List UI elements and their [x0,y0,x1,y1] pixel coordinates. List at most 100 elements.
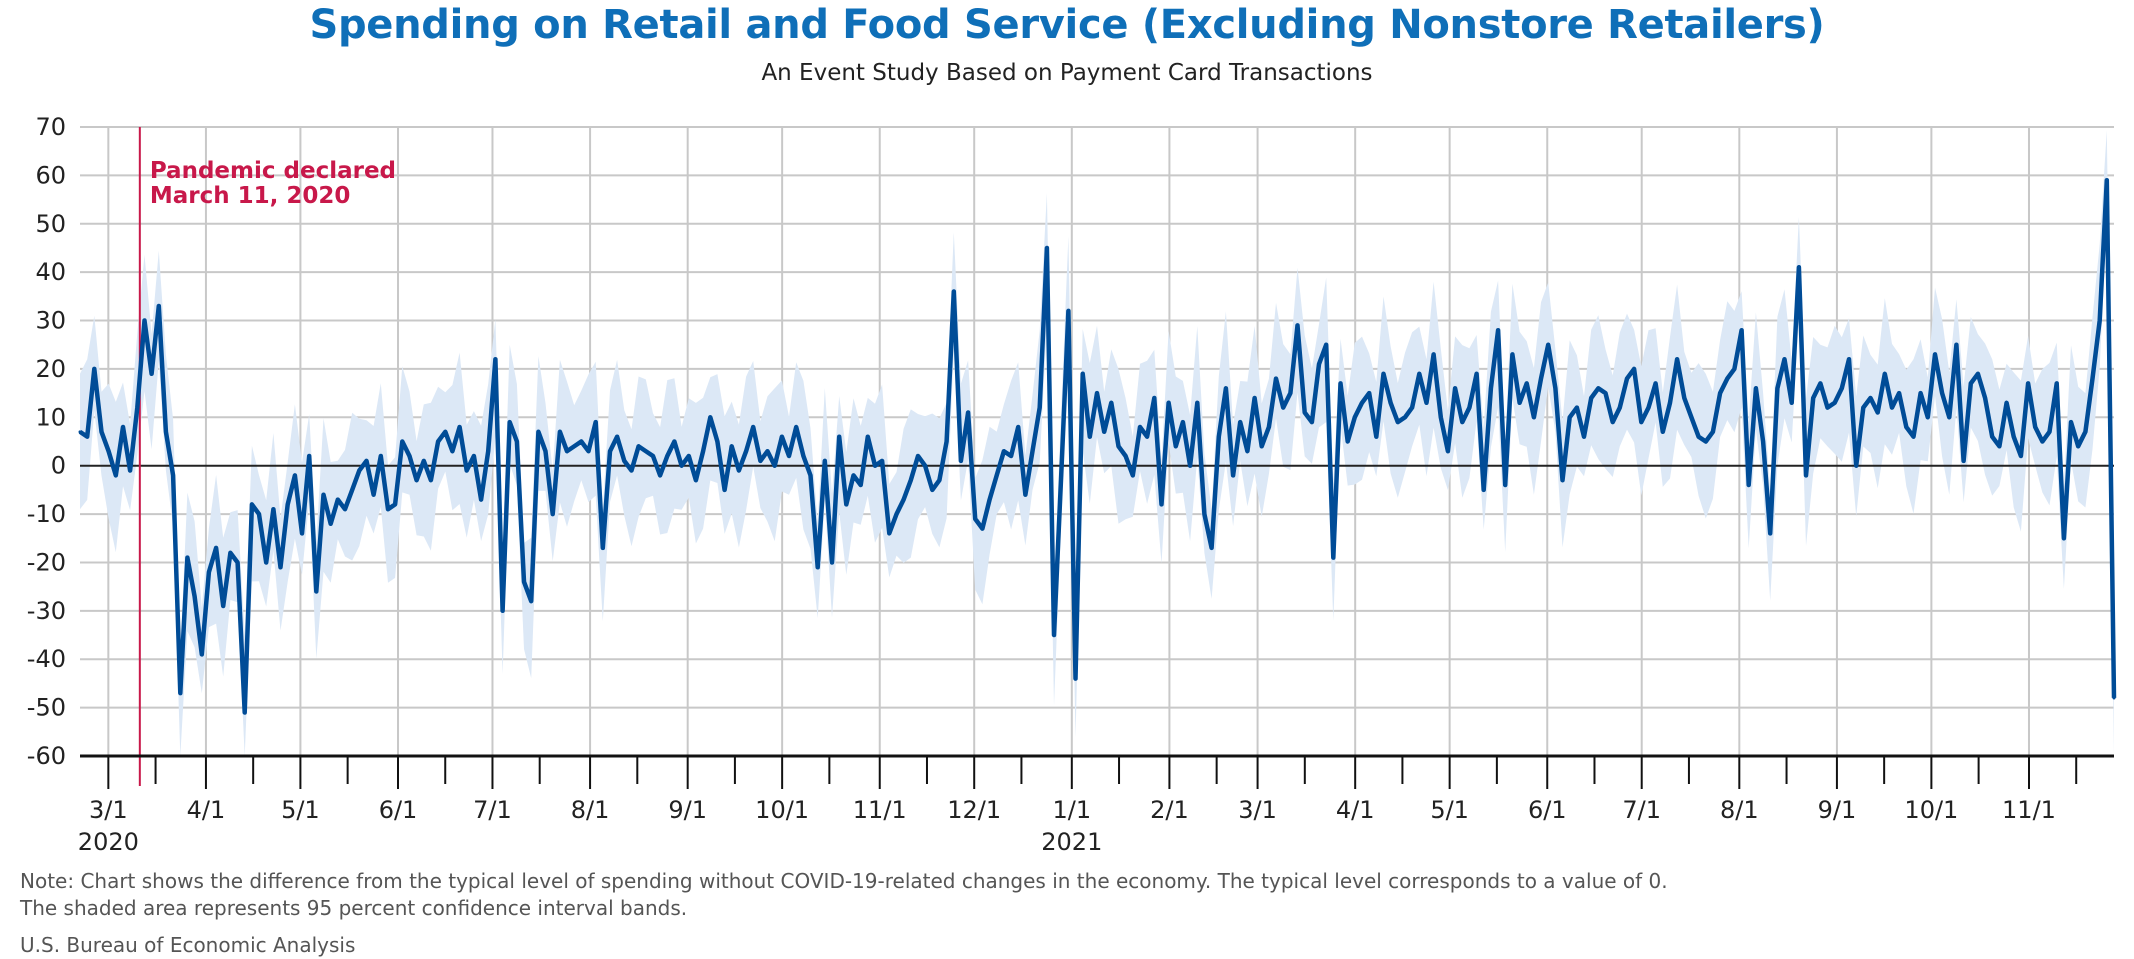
data-point [758,459,762,463]
data-point [615,435,619,439]
data-point [1861,406,1865,410]
data-point [1926,415,1930,419]
x-year-label: 2021 [1041,828,1102,856]
data-point [1202,512,1206,516]
data-point [1396,420,1400,424]
data-point [1969,381,1973,385]
data-point [1997,444,2001,448]
data-point [887,531,891,535]
chart-note-line1: Note: Chart shows the difference from th… [20,869,1668,893]
data-point [1954,343,1958,347]
data-point [1510,352,1514,356]
data-point [1360,401,1364,405]
data-point [1639,420,1643,424]
data-point [1374,435,1378,439]
data-point [135,406,139,410]
data-point [171,473,175,477]
data-point [565,449,569,453]
data-point [1045,246,1049,250]
data-point [1238,420,1242,424]
data-point [1525,381,1529,385]
y-tick-label: -10 [27,500,66,528]
data-point [930,488,934,492]
pandemic-annotation-line1: Pandemic declared [150,158,396,184]
data-point [952,290,956,294]
data-point [2055,381,2059,385]
data-point [1539,377,1543,381]
y-tick-label: 20 [35,355,66,383]
data-point [1131,473,1135,477]
data-point [429,478,433,482]
data-point [1768,531,1772,535]
data-point [2098,319,2102,323]
data-point [529,599,533,603]
data-point [515,440,519,443]
data-point [945,440,949,443]
y-tick-label: 50 [35,210,66,238]
data-point [916,454,920,458]
x-tick-label: 6/1 [1528,796,1567,824]
data-point [730,444,734,448]
data-point [1274,377,1278,381]
data-point [859,483,863,487]
x-tick-label: 11/1 [853,796,907,824]
data-point [1417,372,1421,376]
x-axis-ticks [107,756,2078,789]
data-point [1231,473,1235,477]
data-point [1711,430,1715,434]
data-point [995,473,999,477]
data-point [837,435,841,439]
data-point [157,304,161,308]
x-tick-label: 12/1 [947,796,1001,824]
data-point [178,691,182,695]
data-point [1217,435,1221,439]
data-point [1288,391,1292,395]
data-point [629,469,633,473]
data-point [1811,396,1815,400]
data-point [1718,391,1722,395]
x-tick-label: 10/1 [755,796,809,824]
data-point [1102,430,1106,434]
data-point [1732,367,1736,371]
data-point [121,425,125,429]
y-tick-label: 40 [35,258,66,286]
data-point [1367,391,1371,395]
x-tick-label: 11/1 [2002,796,2056,824]
data-point [1116,444,1120,448]
data-point [794,425,798,429]
data-point [1467,406,1471,410]
data-point [1331,556,1335,560]
data-point [508,420,512,424]
data-point [680,464,684,468]
data-point [658,473,662,477]
data-point [1052,633,1056,637]
data-point [1324,343,1328,347]
data-point [1826,406,1830,410]
data-point [787,454,791,458]
data-point [350,488,354,492]
data-point [1604,391,1607,395]
chart-note-line2: The shaded area represents 95 percent co… [20,896,688,920]
data-point [443,430,447,434]
data-point [751,425,755,429]
data-point [1611,420,1615,424]
data-point [601,546,605,550]
data-point [2069,420,2073,424]
data-point [1740,328,1744,332]
data-point [1088,435,1092,439]
x-tick-label: 4/1 [1336,796,1375,824]
data-point [766,449,770,453]
data-point [1689,415,1693,419]
data-point [1582,435,1586,439]
data-point [1747,483,1751,487]
data-point [264,560,268,564]
data-point [873,464,877,468]
data-point [1188,464,1192,468]
data-point [257,512,261,516]
data-point [1074,677,1078,681]
chart-subtitle: An Event Study Based on Payment Card Tra… [761,60,1373,86]
y-tick-label: -60 [27,742,66,770]
data-point [1389,401,1393,405]
data-point [973,517,977,521]
data-point [1561,478,1565,482]
